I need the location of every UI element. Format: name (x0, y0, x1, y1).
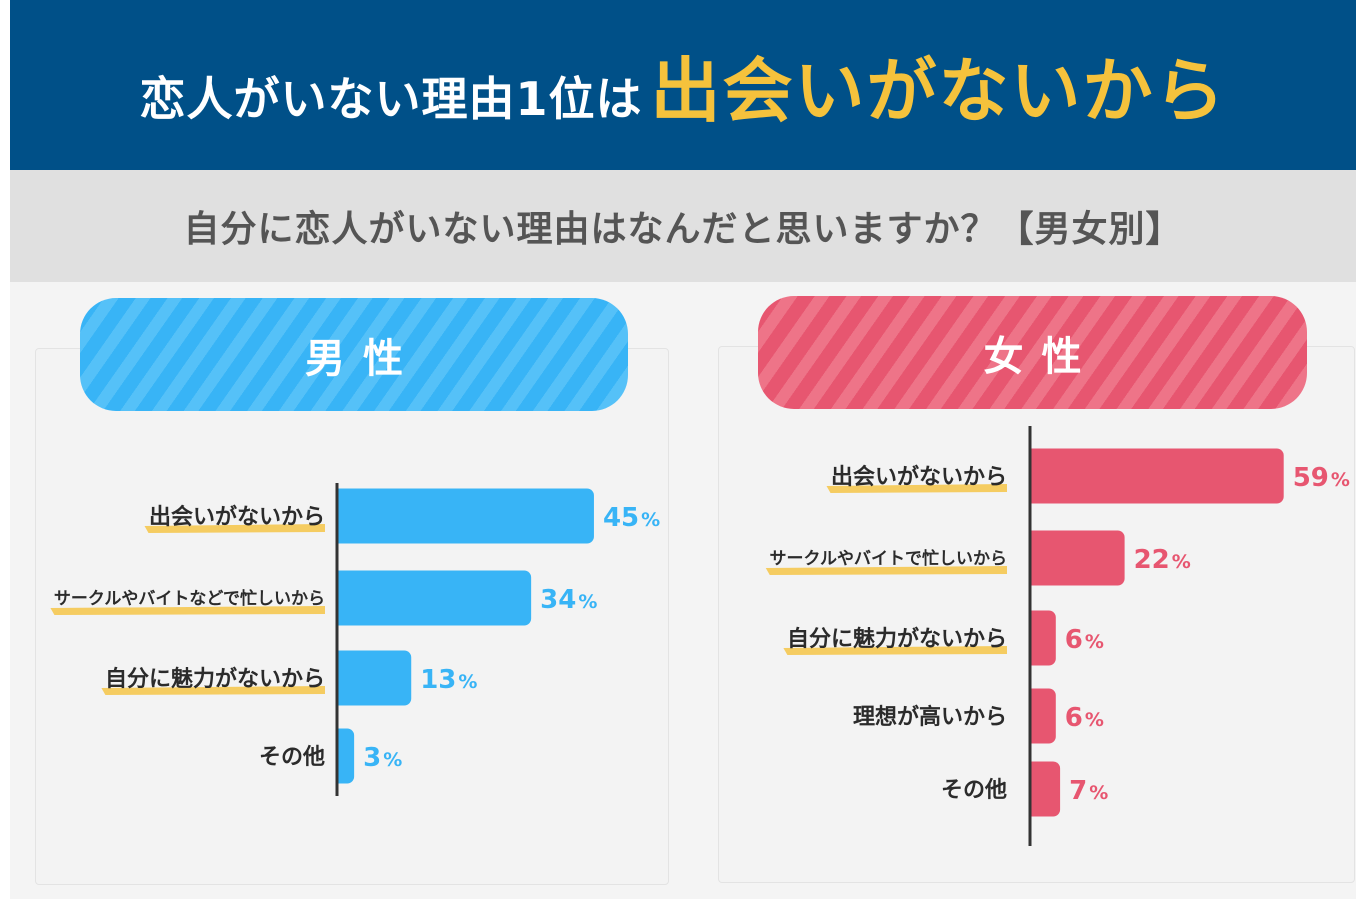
female-title-pill: 女性 (758, 296, 1307, 409)
female-chart: 出会いがないから 59 % サークルやバイトで忙しいから 22 % 自分に魅力がないから 6%… (765, 426, 1350, 846)
male-title-pill: 男性 (80, 298, 628, 411)
female-value-label: 7% (1069, 776, 1108, 806)
survey-question: 自分に恋人がいない理由はなんだと思いますか？【男女別】 (183, 209, 1183, 250)
male-bar-base (337, 488, 345, 544)
female-category-label: その他 (941, 778, 1007, 803)
male-chart: 出会いがないから 45 % サークルやバイトなどで忙しいから 34 % 自分に魅力がないから… (50, 483, 660, 796)
female-bar (1030, 448, 1284, 504)
male-bar-base (337, 570, 345, 626)
female-bar-base (1030, 761, 1038, 817)
male-category-label: その他 (259, 745, 325, 770)
male-bar (337, 570, 532, 626)
female-bar-base (1030, 688, 1038, 744)
male-category-label: 自分に魅力がないから (105, 666, 325, 692)
female-label-underline (826, 484, 1007, 493)
header-title-prefix: 恋人がいない理由1位は (139, 71, 643, 126)
female-label-underline (765, 566, 1007, 575)
female-bar-base (1030, 448, 1038, 504)
male-category-label: 出会いがないから (149, 504, 325, 530)
male-label-underline (101, 686, 326, 695)
male-bar (337, 650, 412, 706)
male-value-label: 13% (420, 665, 477, 695)
female-bar-base (1030, 610, 1038, 666)
female-category-label: 理想が高いから (853, 704, 1007, 730)
female-value-label: 6% (1065, 703, 1104, 733)
header-banner: 恋人がいない理由1位は 出会いがないから (10, 0, 1356, 170)
female-value-label: 59% (1293, 463, 1350, 493)
male-value-label: 34% (540, 585, 597, 615)
header-title-highlight: 出会いがないから (650, 49, 1227, 132)
female-category-label: サークルやバイトで忙しいから (770, 548, 1008, 569)
male-bar-base (337, 650, 345, 706)
male-label-underline (50, 606, 325, 615)
male-label-underline (144, 524, 325, 533)
survey-question-bar: 自分に恋人がいない理由はなんだと思いますか？【男女別】 (10, 170, 1356, 282)
female-category-label: 自分に魅力がないから (787, 626, 1007, 652)
female-bar-base (1030, 530, 1038, 586)
female-bar (1030, 530, 1125, 586)
male-bar-base (337, 728, 345, 784)
female-category-label: 出会いがないから (831, 464, 1007, 490)
female-label-underline (783, 646, 1007, 655)
male-chart-title: 男性 (305, 335, 421, 382)
male-value-label: 3% (363, 743, 402, 773)
male-bar (337, 488, 594, 544)
female-value-label: 6% (1065, 625, 1104, 655)
female-value-label: 22% (1134, 545, 1191, 575)
male-category-label: サークルやバイトなどで忙しいから (54, 588, 325, 609)
female-chart-title: 女性 (983, 333, 1100, 380)
male-value-label: 45% (603, 503, 660, 533)
header-title: 恋人がいない理由1位は 出会いがないから (139, 35, 1226, 136)
